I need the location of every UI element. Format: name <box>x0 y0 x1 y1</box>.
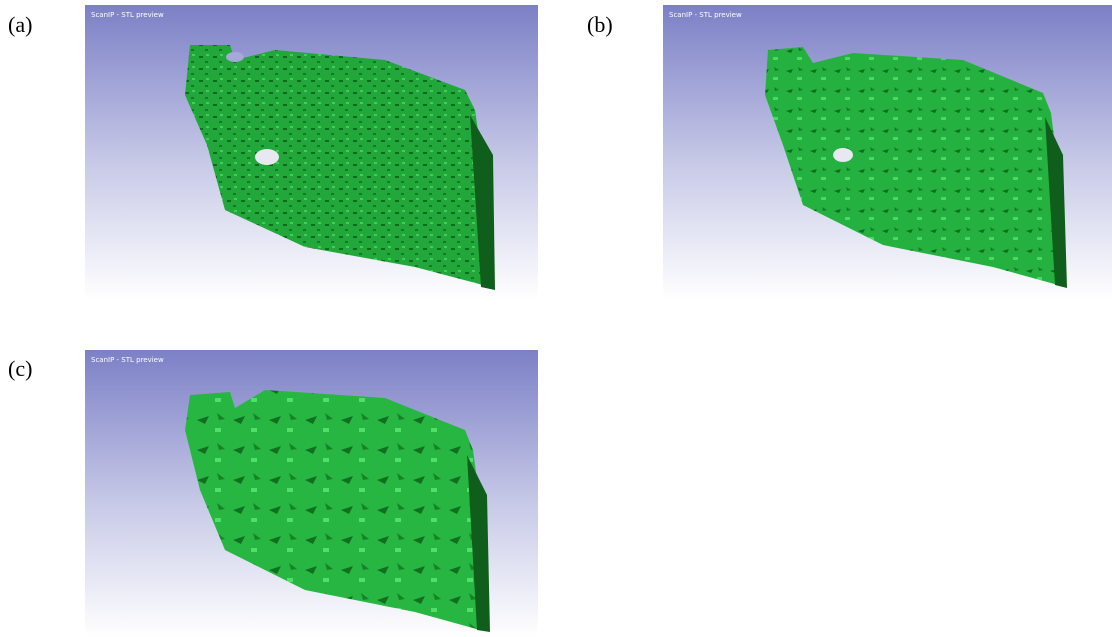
panel-label: (c) <box>8 356 32 382</box>
figure: (a) (b) (c) ScanIP - STL preview <box>0 0 1112 637</box>
panel-label: (a) <box>8 12 32 38</box>
viewer-caption: ScanIP - STL preview <box>91 356 164 364</box>
stl-preview: ScanIP - STL preview <box>663 5 1112 300</box>
viewer-caption: ScanIP - STL preview <box>91 11 164 19</box>
panel-label: (b) <box>587 12 613 38</box>
stl-preview: ScanIP - STL preview <box>85 5 538 300</box>
stl-preview: ScanIP - STL preview <box>85 350 538 637</box>
viewer-caption: ScanIP - STL preview <box>669 11 742 19</box>
